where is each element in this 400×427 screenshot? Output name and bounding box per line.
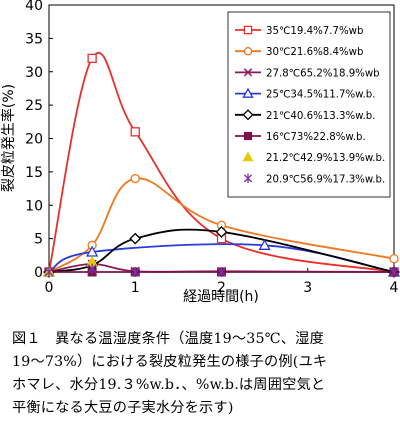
- data-point: [87, 263, 97, 274]
- caption-line-4: 平衡になる大豆の子実水分を示す): [12, 400, 234, 416]
- y-tick-label: 20: [25, 132, 43, 148]
- x-tick-label: 4: [390, 280, 399, 296]
- data-point: [129, 232, 142, 245]
- legend-label: 30℃21.6%8.4%wb: [266, 47, 363, 58]
- y-tick-label: 0: [34, 265, 43, 281]
- y-tick-label: 30: [25, 65, 43, 81]
- series-line: [48, 228, 395, 273]
- legend-marker: [243, 25, 253, 35]
- data-point: [130, 127, 140, 137]
- legend-label: 25℃34.5%11.7%w.b.: [266, 90, 375, 101]
- legend-label: 21.2℃42.9%13.9%w.b.: [266, 153, 385, 164]
- legend-label: 20.9℃56.9%17.3%w.b.: [266, 174, 385, 185]
- legend-label: 16℃73%22.8%w.b.: [266, 132, 366, 143]
- caption-line-2: 19～73%）における裂皮粒発生の様子の例(ユキ: [12, 354, 328, 370]
- chart: 0 5 10 15 20 25 30 35 40 0 1 2 3 4 35℃19.4%7.7%wb 30℃2…: [0, 0, 400, 305]
- data-point: [44, 267, 54, 277]
- data-point: [389, 267, 399, 277]
- x-axis-title: 経過時間(h): [183, 289, 259, 305]
- legend-label: 35℃19.4%7.7%wb: [266, 26, 363, 37]
- axes: 0 5 10 15 20 25 30 35 40 0 1 2 3 4: [25, 0, 398, 296]
- legend-label: 21℃40.6%13.3%w.b.: [266, 111, 375, 122]
- data-point: [87, 53, 97, 64]
- y-tick-label: 10: [25, 198, 43, 214]
- legend-marker: [243, 131, 253, 141]
- y-tick-label: 35: [25, 31, 43, 47]
- legend-marker: [242, 109, 254, 121]
- data-point: [217, 267, 226, 277]
- data-point: [258, 238, 271, 250]
- figure-caption: 図１ 異なる温湿度条件（温度19～35℃、湿度 19～73%）における裂皮粒発生…: [12, 328, 392, 420]
- legend-marker: [242, 151, 254, 162]
- data-point: [130, 173, 140, 184]
- y-tick-label: 40: [25, 0, 43, 14]
- legend-marker: [243, 173, 253, 183]
- y-tick-label: 15: [25, 165, 43, 181]
- legend-marker: [242, 87, 254, 98]
- legend-label: 27.8℃65.2%18.9%wb: [266, 68, 380, 79]
- legend-marker: [243, 68, 253, 77]
- data-point: [130, 267, 140, 277]
- legend: 35℃19.4%7.7%wb 30℃21.6%8.4%wb 27.8℃65.2%18…: [235, 25, 385, 185]
- y-tick-label: 25: [25, 98, 43, 114]
- x-tick-label: 2: [217, 280, 226, 296]
- legend-box: [227, 11, 391, 198]
- y-axis-title: 裂皮粒発生率(%): [0, 84, 17, 192]
- data-point: [215, 226, 228, 238]
- series-markers: [42, 53, 400, 278]
- x-tick-label: 1: [131, 280, 140, 296]
- data-point: [389, 253, 399, 264]
- caption-line-3: ホマレ、水分19.３%w.b．、%w.b.は周囲空気と: [12, 377, 326, 393]
- legend-marker: [243, 46, 253, 56]
- x-tick-label: 0: [45, 280, 54, 296]
- caption-line-1: 図１ 異なる温湿度条件（温度19～35℃、湿度: [12, 331, 324, 347]
- x-tick-label: 3: [303, 280, 312, 296]
- y-tick-label: 5: [34, 232, 43, 248]
